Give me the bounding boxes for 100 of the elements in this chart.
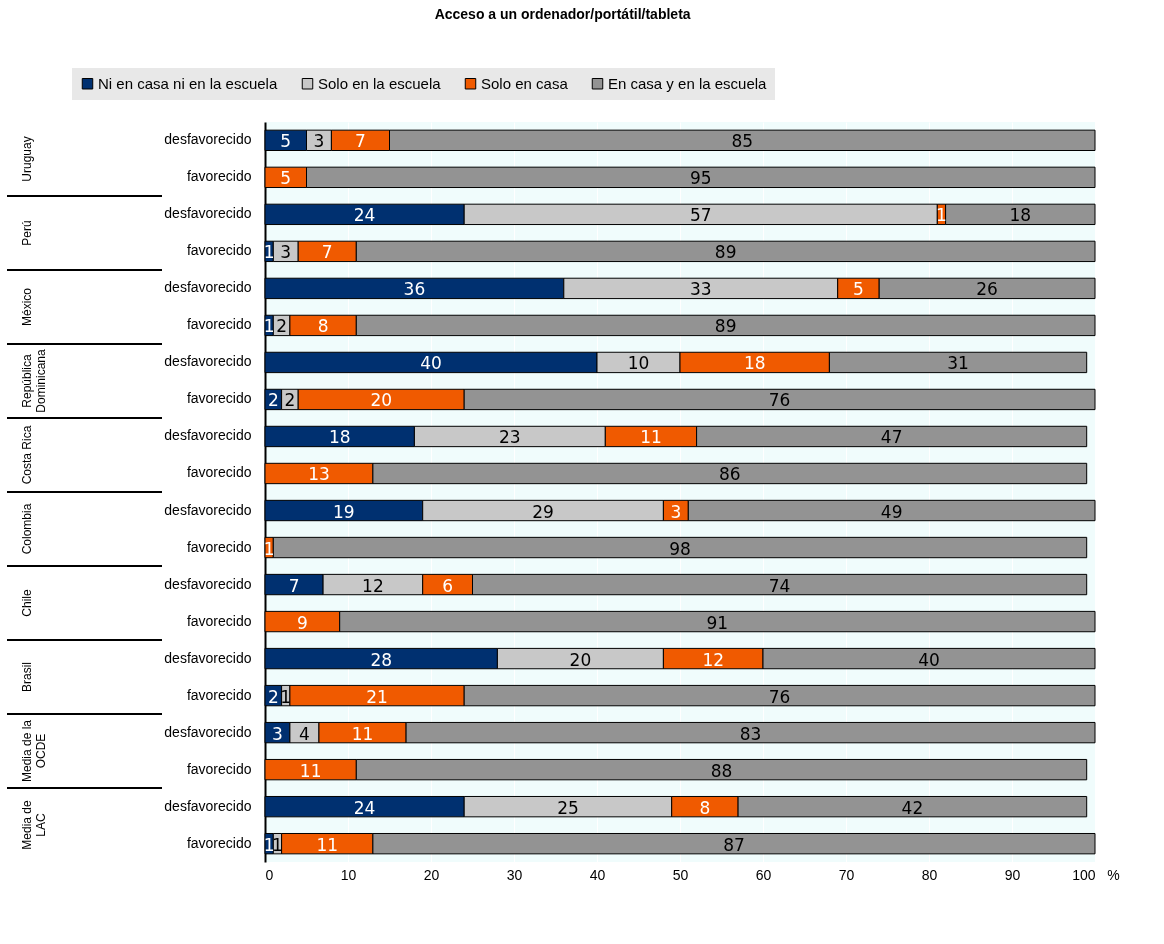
x-axis-title: % — [1107, 866, 1120, 883]
y-tick-label: desfavorecido — [164, 575, 252, 592]
data-label: 5 — [280, 131, 292, 152]
data-label: 2 — [267, 686, 279, 707]
data-label: 26 — [976, 279, 998, 300]
data-label: 12 — [702, 649, 725, 670]
y-tick-label: desfavorecido — [164, 797, 252, 814]
data-label: 40 — [420, 353, 442, 374]
text: Costa Rica — [20, 425, 34, 485]
data-label: 85 — [731, 131, 754, 152]
data-label: 20 — [370, 390, 393, 411]
data-label: 1 — [263, 538, 275, 559]
text: Media de la OCDE — [20, 719, 48, 783]
data-label: 11 — [299, 760, 322, 781]
data-label: 89 — [714, 242, 737, 263]
data-label: 18 — [328, 427, 351, 448]
y-tick-label: favorecido — [186, 242, 252, 259]
data-label: 23 — [499, 427, 521, 448]
data-label: 76 — [768, 390, 791, 411]
data-label: 89 — [714, 316, 737, 337]
data-label: 3 — [670, 501, 682, 522]
data-label: 13 — [308, 464, 330, 485]
x-tick-label: 40 — [589, 866, 606, 883]
x-tick-label: 20 — [423, 866, 440, 883]
text: Chile — [20, 589, 34, 617]
chart-title: Acceso a un ordenador/portátil/tableta — [434, 6, 691, 22]
x-tick-label: 70 — [838, 866, 855, 883]
legend-label: En casa y en la escuela — [608, 74, 768, 92]
y-tick-label: favorecido — [186, 464, 252, 481]
x-tick-label: 60 — [755, 866, 772, 883]
data-label: 19 — [333, 501, 355, 522]
data-label: 10 — [627, 353, 650, 374]
y-tick-label: desfavorecido — [164, 427, 252, 444]
data-label: 83 — [739, 723, 762, 744]
data-label: 95 — [689, 168, 712, 189]
data-label: 8 — [317, 316, 329, 337]
data-label: 3 — [280, 242, 292, 263]
data-label: 25 — [557, 797, 579, 818]
data-label: 21 — [366, 686, 388, 707]
y-tick-label: favorecido — [186, 834, 252, 851]
legend-label: Ni en casa ni en la escuela — [98, 74, 278, 92]
y-tick-label: favorecido — [186, 760, 252, 777]
text: Brasil — [20, 661, 34, 693]
y-tick-label: desfavorecido — [164, 723, 252, 740]
data-label: 8 — [699, 797, 711, 818]
data-label: 11 — [640, 427, 662, 448]
x-tick-label: 50 — [672, 866, 689, 883]
data-label: 11 — [316, 834, 339, 855]
data-label: 4 — [299, 723, 310, 744]
text: Media de LAC — [20, 800, 48, 850]
data-label: 3 — [313, 131, 325, 152]
data-label: 24 — [353, 205, 376, 226]
data-label: 12 — [362, 575, 384, 596]
data-label: 9 — [296, 612, 308, 633]
data-label: 36 — [403, 279, 426, 300]
legend-label: Solo en la escuela — [318, 74, 442, 92]
data-label: 47 — [880, 427, 903, 448]
data-label: 29 — [532, 501, 554, 522]
data-label: 3 — [272, 723, 283, 744]
data-label: 91 — [706, 612, 729, 633]
data-label: 20 — [569, 649, 592, 670]
data-label: 7 — [288, 575, 300, 596]
data-label: 88 — [710, 760, 733, 781]
y-tick-label: favorecido — [186, 390, 252, 407]
data-label: 40 — [918, 649, 940, 670]
data-label: 5 — [853, 279, 864, 300]
x-tick-label: 0 — [265, 866, 274, 883]
legend-label: Solo en casa — [481, 74, 569, 92]
data-label: 28 — [370, 649, 393, 670]
data-label: 11 — [351, 723, 374, 744]
data-label: 1 — [263, 834, 275, 855]
y-tick-label: favorecido — [186, 316, 252, 333]
text: Colombia — [20, 503, 34, 555]
data-label: 57 — [689, 205, 712, 226]
data-label: 2 — [276, 316, 288, 337]
text: República Dominicana — [20, 349, 48, 413]
y-tick-label: desfavorecido — [164, 205, 252, 222]
data-label: 76 — [768, 686, 791, 707]
data-label: 42 — [901, 797, 924, 818]
data-label: 1 — [263, 242, 275, 263]
data-label: 5 — [280, 168, 292, 189]
data-label: 87 — [723, 834, 745, 855]
data-label: 7 — [355, 131, 366, 152]
data-label: 33 — [689, 279, 712, 300]
x-tick-label: 80 — [921, 866, 938, 883]
text: México — [20, 287, 34, 327]
x-tick-label: 10 — [340, 866, 357, 883]
y-tick-label: favorecido — [186, 538, 252, 555]
data-label: 49 — [880, 501, 903, 522]
data-label: 2 — [284, 390, 296, 411]
data-label: 1 — [263, 316, 275, 337]
data-label: 18 — [1009, 205, 1032, 226]
y-tick-label: desfavorecido — [164, 501, 252, 518]
text: Uruguay — [20, 136, 34, 182]
data-label: 31 — [947, 353, 969, 374]
data-label: 6 — [442, 575, 454, 596]
y-tick-label: desfavorecido — [164, 279, 252, 296]
x-tick-label: 30 — [506, 866, 523, 883]
y-tick-label: favorecido — [186, 612, 252, 629]
y-tick-label: desfavorecido — [164, 649, 252, 666]
